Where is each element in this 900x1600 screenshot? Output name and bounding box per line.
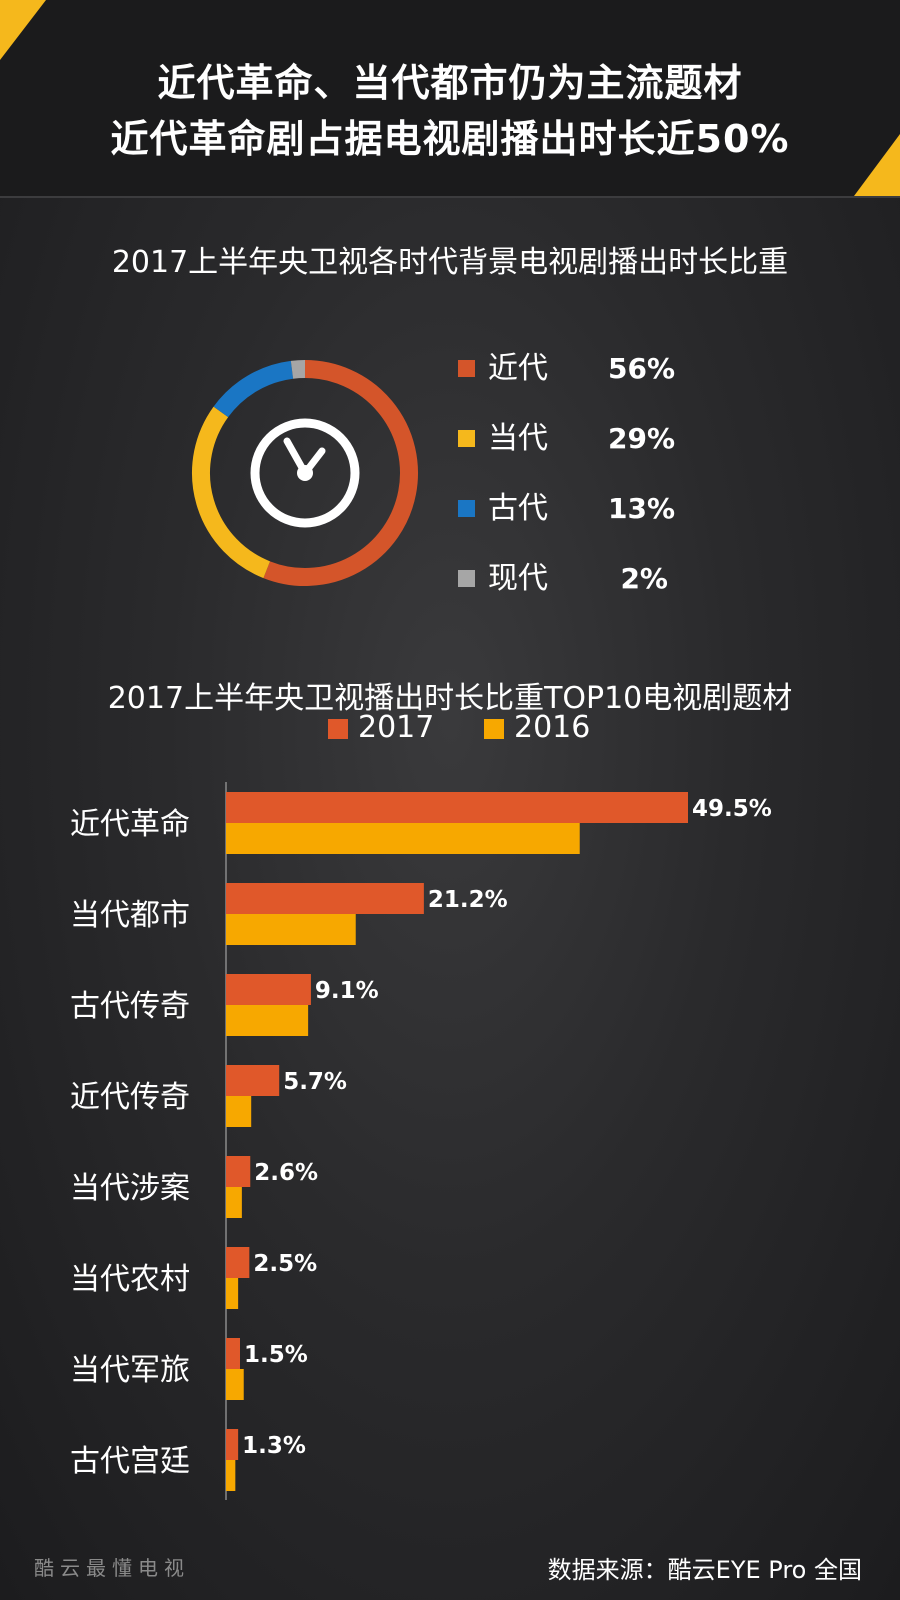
legend-item-ancient: 古代 13% xyxy=(458,489,698,529)
category-label: 近代传奇 xyxy=(70,1080,190,1115)
bar-2017 xyxy=(226,1429,239,1460)
bar-2016 xyxy=(226,1096,252,1127)
legend-label: 近代 xyxy=(488,351,548,386)
data-label-2017: 2.6% xyxy=(254,1160,318,1186)
bar-2017 xyxy=(226,792,688,823)
data-label-2017: 49.5% xyxy=(692,796,772,822)
legend-label: 现代 xyxy=(488,561,548,596)
data-label-2017: 1.5% xyxy=(244,1342,308,1368)
bar-2017 xyxy=(226,883,424,914)
bar-2017 xyxy=(226,1247,250,1278)
data-label-2017: 5.7% xyxy=(283,1069,347,1095)
corner-accent-bottom-right xyxy=(854,134,900,196)
bar-legend-2017: 2017 xyxy=(328,710,448,746)
data-label-2017: 2.5% xyxy=(253,1251,317,1277)
legend-label: 当代 xyxy=(488,421,548,456)
bar-2016 xyxy=(226,1187,242,1218)
legend-swatch xyxy=(458,500,475,517)
category-label: 古代传奇 xyxy=(70,989,190,1024)
legend-swatch xyxy=(458,570,475,587)
bar-2016 xyxy=(226,1005,309,1036)
donut-svg xyxy=(192,360,418,586)
bar-2016 xyxy=(226,1460,236,1491)
donut-chart-title: 2017上半年央卫视各时代背景电视剧播出时长比重 xyxy=(111,245,789,280)
bar-2017 xyxy=(226,974,311,1005)
legend-label: 2016 xyxy=(514,710,591,745)
legend-swatch xyxy=(458,430,475,447)
header-banner: 近代革命、当代都市仍为主流题材 近代革命剧占据电视剧播出时长近50% xyxy=(0,0,900,198)
category-label: 当代都市 xyxy=(70,898,190,933)
bar-2016 xyxy=(226,823,580,854)
category-label: 近代革命 xyxy=(70,807,190,842)
legend-value: 29% xyxy=(608,422,676,455)
legend-item-modern: 近代 56% xyxy=(458,349,698,389)
data-label-2017: 21.2% xyxy=(428,887,508,913)
legend-label: 古代 xyxy=(488,491,548,526)
bar-2016 xyxy=(226,914,356,945)
donut-chart xyxy=(190,358,420,588)
category-label: 当代涉案 xyxy=(70,1171,190,1206)
bar-2017 xyxy=(226,1156,251,1187)
headline-line-1: 近代革命、当代都市仍为主流题材 xyxy=(157,61,743,105)
legend-label: 2017 xyxy=(358,710,435,745)
category-label: 古代宫廷 xyxy=(70,1444,190,1479)
bar-2017 xyxy=(226,1065,280,1096)
legend-swatch xyxy=(458,360,475,377)
legend-value: 2% xyxy=(620,562,668,595)
bar-2016 xyxy=(226,1278,239,1309)
bar-2017 xyxy=(226,1338,240,1369)
donut-slice-modern xyxy=(263,360,418,586)
donut-slice-contemporary xyxy=(192,406,271,579)
legend-value: 56% xyxy=(608,352,676,385)
legend-item-contemporary: 当代 29% xyxy=(458,419,698,459)
legend-item-present: 现代 2% xyxy=(458,559,698,599)
headline-line-2: 近代革命剧占据电视剧播出时长近50% xyxy=(110,117,790,161)
donut-slice-present xyxy=(290,360,306,379)
donut-slice-ancient xyxy=(213,360,294,418)
watermark: 酷云最懂电视 xyxy=(34,1556,190,1580)
category-label: 当代军旅 xyxy=(70,1353,190,1388)
legend-swatch xyxy=(328,719,348,739)
bar-chart-title: 2017上半年央卫视播出时长比重TOP10电视剧题材 xyxy=(107,681,793,716)
bar-2016 xyxy=(226,1369,244,1400)
legend-swatch xyxy=(484,719,504,739)
legend-value: 13% xyxy=(608,492,676,525)
category-label: 当代农村 xyxy=(70,1262,190,1297)
data-source: 数据来源：酷云EYE Pro 全国 xyxy=(547,1556,862,1584)
bar-legend-2016: 2016 xyxy=(484,710,604,746)
data-label-2017: 1.3% xyxy=(242,1433,306,1459)
corner-accent-top-left xyxy=(0,0,46,60)
data-label-2017: 9.1% xyxy=(315,978,379,1004)
clock-icon xyxy=(250,418,360,528)
